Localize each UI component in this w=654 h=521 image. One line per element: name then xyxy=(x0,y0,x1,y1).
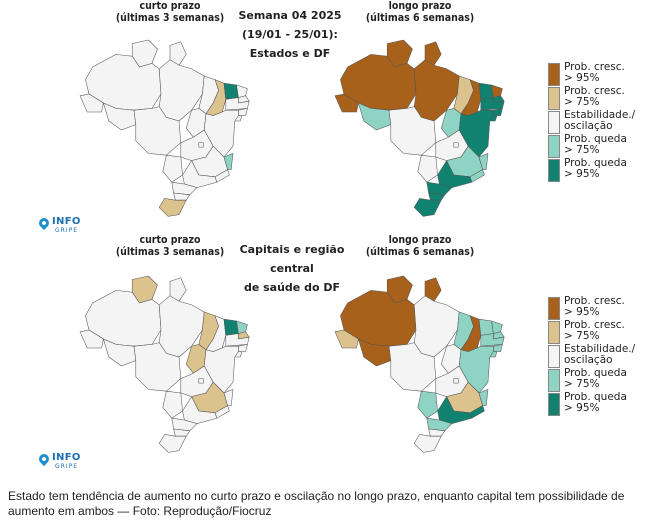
state-rs xyxy=(413,198,442,217)
state-ms xyxy=(162,154,183,183)
state-al xyxy=(238,344,248,352)
state-al xyxy=(493,344,503,352)
legend-swatch xyxy=(548,87,560,110)
state-df xyxy=(453,378,459,384)
state-es xyxy=(478,153,489,170)
infogripe-logo: INFO GRIPE xyxy=(36,451,99,476)
legend-swatch xyxy=(548,63,560,86)
state-ac xyxy=(334,329,359,349)
state-rs xyxy=(158,198,187,217)
legend-swatch xyxy=(548,159,560,182)
state-pr xyxy=(426,181,453,196)
state-pa xyxy=(413,295,460,358)
state-ac xyxy=(79,329,104,349)
map-pin-icon xyxy=(36,451,52,467)
state-ap xyxy=(424,41,442,66)
long-term-capitals-map xyxy=(334,275,505,453)
state-pr xyxy=(171,417,198,432)
state-ac xyxy=(79,93,104,113)
state-ap xyxy=(424,277,442,302)
long-term-states-map xyxy=(334,39,505,217)
photo-caption: Estado tem tendência de aumento no curto… xyxy=(8,489,625,518)
state-rs xyxy=(158,434,187,453)
legend-swatch xyxy=(548,345,560,368)
state-al xyxy=(238,108,248,116)
state-ce xyxy=(478,82,494,100)
state-ms xyxy=(162,390,183,419)
state-ac xyxy=(334,93,359,113)
state-pr xyxy=(426,417,453,432)
states-panel: curto prazo (últimas 3 semanas) Semana 0… xyxy=(0,0,654,240)
state-ms xyxy=(417,390,438,419)
long-term-title: longo prazo (últimas 6 semanas) xyxy=(365,234,475,258)
week-title: Semana 04 2025 (19/01 - 25/01): Estados … xyxy=(238,9,342,60)
state-rs xyxy=(413,434,442,453)
short-term-states-map xyxy=(79,39,250,217)
legend-swatch xyxy=(548,135,560,158)
legend-swatch xyxy=(548,393,560,416)
state-al xyxy=(493,108,503,116)
infogripe-logo: INFO GRIPE xyxy=(36,215,99,240)
short-term-title: curto prazo (últimas 3 semanas) xyxy=(115,234,225,258)
legend-swatch xyxy=(548,111,560,134)
legend-swatch xyxy=(548,369,560,392)
state-pr xyxy=(171,181,198,196)
state-ms xyxy=(417,154,438,183)
state-ap xyxy=(169,277,187,302)
state-pa xyxy=(158,295,205,358)
state-ce xyxy=(478,318,494,336)
legend-swatch xyxy=(548,321,560,344)
state-ap xyxy=(169,41,187,66)
state-ce xyxy=(223,318,239,336)
short-term-title: curto prazo (últimas 3 semanas) xyxy=(115,0,225,24)
state-df xyxy=(198,142,204,148)
map-pin-icon xyxy=(36,215,52,231)
long-term-title: longo prazo (últimas 6 semanas) xyxy=(365,0,475,24)
state-es xyxy=(223,389,234,406)
legend-swatch xyxy=(548,297,560,320)
state-es xyxy=(223,153,234,170)
state-es xyxy=(478,389,489,406)
state-df xyxy=(453,142,459,148)
state-df xyxy=(198,378,204,384)
short-term-capitals-map xyxy=(79,275,250,453)
capitals-panel: curto prazo (últimas 3 semanas) Capitais… xyxy=(0,234,654,474)
state-pa xyxy=(158,59,205,122)
state-ce xyxy=(223,82,239,100)
capitals-title: Capitais e região central de saúde do DF xyxy=(239,243,345,294)
state-pa xyxy=(413,59,460,122)
